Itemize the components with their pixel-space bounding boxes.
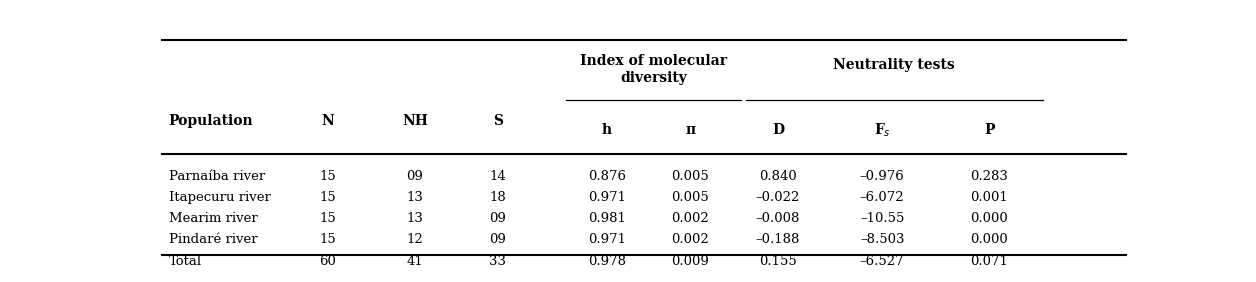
Text: 09: 09 (490, 233, 506, 246)
Text: 0.155: 0.155 (759, 255, 796, 268)
Text: 0.971: 0.971 (588, 191, 625, 204)
Text: 0.001: 0.001 (971, 191, 1009, 204)
Text: 0.971: 0.971 (588, 233, 625, 246)
Text: h: h (602, 124, 612, 137)
Text: Parnaíba river: Parnaíba river (168, 169, 265, 182)
Text: 15: 15 (319, 191, 335, 204)
Text: 0.005: 0.005 (672, 191, 710, 204)
Text: P: P (983, 124, 995, 137)
Text: –0.188: –0.188 (756, 233, 800, 246)
Text: 0.840: 0.840 (759, 169, 796, 182)
Text: π: π (686, 124, 696, 137)
Text: –6.527: –6.527 (860, 255, 904, 268)
Text: 0.071: 0.071 (971, 255, 1009, 268)
Text: –0.022: –0.022 (756, 191, 800, 204)
Text: Mearim river: Mearim river (168, 212, 257, 225)
Text: D: D (772, 124, 784, 137)
Text: Itapecuru river: Itapecuru river (168, 191, 270, 204)
Text: F$_s$: F$_s$ (874, 122, 891, 139)
Text: 13: 13 (407, 212, 423, 225)
Text: 18: 18 (490, 191, 506, 204)
Text: 0.978: 0.978 (588, 255, 625, 268)
Text: 0.000: 0.000 (971, 212, 1009, 225)
Text: 14: 14 (490, 169, 506, 182)
Text: NH: NH (402, 114, 428, 128)
Text: –6.072: –6.072 (860, 191, 904, 204)
Text: –0.008: –0.008 (756, 212, 800, 225)
Text: –10.55: –10.55 (860, 212, 904, 225)
Text: 15: 15 (319, 212, 335, 225)
Text: Pindaré river: Pindaré river (168, 233, 257, 246)
Text: 12: 12 (407, 233, 423, 246)
Text: 0.283: 0.283 (971, 169, 1009, 182)
Text: 0.009: 0.009 (672, 255, 710, 268)
Text: 0.876: 0.876 (588, 169, 625, 182)
Text: 0.981: 0.981 (588, 212, 625, 225)
Text: 15: 15 (319, 169, 335, 182)
Text: 09: 09 (490, 212, 506, 225)
Text: 0.002: 0.002 (672, 212, 710, 225)
Text: Neutrality tests: Neutrality tests (833, 58, 955, 72)
Text: 0.002: 0.002 (672, 233, 710, 246)
Text: 33: 33 (489, 255, 506, 268)
Text: 15: 15 (319, 233, 335, 246)
Text: 0.005: 0.005 (672, 169, 710, 182)
Text: –8.503: –8.503 (860, 233, 904, 246)
Text: S: S (492, 114, 502, 128)
Text: Index of molecular
diversity: Index of molecular diversity (580, 54, 727, 85)
Text: N: N (322, 114, 334, 128)
Text: Population: Population (168, 114, 254, 128)
Text: 41: 41 (407, 255, 423, 268)
Text: 0.000: 0.000 (971, 233, 1009, 246)
Text: –0.976: –0.976 (860, 169, 904, 182)
Text: 13: 13 (407, 191, 423, 204)
Text: Total: Total (168, 255, 202, 268)
Text: 60: 60 (319, 255, 335, 268)
Text: 09: 09 (407, 169, 423, 182)
